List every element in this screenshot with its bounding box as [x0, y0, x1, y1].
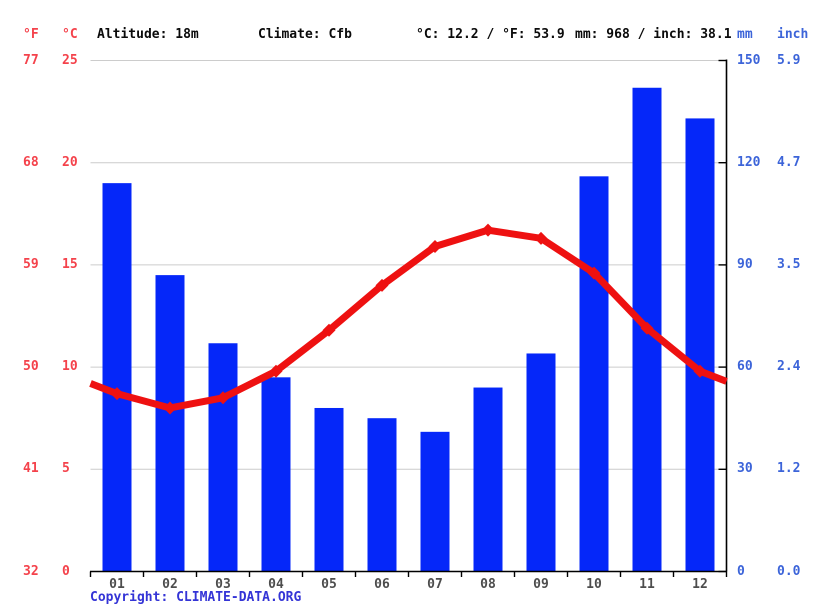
y-right-inch-tick-label: 5.9	[777, 53, 801, 68]
y-right-mm-tick-label: 90	[737, 257, 753, 272]
month-label: 03	[215, 577, 231, 592]
y-left-c-tick-label: 25	[62, 53, 78, 68]
temperature-point	[110, 387, 124, 401]
y-left-f-tick-label: 77	[23, 53, 39, 68]
precip-bar	[261, 377, 291, 572]
month-label: 07	[427, 577, 443, 592]
temperature-point	[322, 323, 336, 337]
y-left-c-tick-label: 15	[62, 257, 78, 272]
month-label: 06	[374, 577, 390, 592]
y-right-inch-tick-label: 0.0	[777, 564, 801, 579]
precip-bar	[685, 118, 715, 572]
temperature-point	[216, 391, 230, 405]
average-temperature-label: °C: 12.2 / °F: 53.9	[416, 27, 565, 42]
y-left-c-tick-label: 20	[62, 155, 78, 170]
temperature-point	[375, 278, 389, 292]
y-right-mm-tick-label: 120	[737, 155, 761, 170]
month-label: 01	[109, 577, 125, 592]
month-label: 11	[639, 577, 655, 592]
precip-bar	[526, 353, 556, 572]
temperature-point	[428, 240, 442, 254]
month-label: 08	[480, 577, 496, 592]
month-label: 12	[692, 577, 708, 592]
temperature-point	[163, 401, 177, 415]
y-left-c-tick-label: 5	[62, 461, 70, 476]
y-right-mm-tick-label: 0	[737, 564, 745, 579]
precip-bar	[155, 275, 185, 572]
month-label: 05	[321, 577, 337, 592]
celsius-unit-label: °C	[62, 27, 78, 42]
y-right-inch-tick-label: 2.4	[777, 359, 801, 374]
total-precipitation-label: mm: 968 / inch: 38.1	[575, 27, 732, 42]
precip-bar	[102, 183, 132, 572]
y-right-inch-tick-label: 4.7	[777, 155, 801, 170]
precip-bar	[420, 431, 450, 572]
month-label: 04	[268, 577, 284, 592]
y-left-f-tick-label: 59	[23, 257, 39, 272]
mm-unit-label: mm	[737, 27, 753, 42]
y-left-f-tick-label: 41	[23, 461, 39, 476]
temperature-point	[481, 223, 495, 237]
y-right-mm-tick-label: 60	[737, 359, 753, 374]
temperature-point	[587, 266, 601, 280]
y-left-c-tick-label: 0	[62, 564, 70, 579]
month-label: 02	[162, 577, 178, 592]
temperature-line	[89, 226, 728, 412]
temperature-point	[269, 364, 283, 378]
precip-bar	[367, 418, 397, 572]
y-left-f-tick-label: 68	[23, 155, 39, 170]
temperature-point	[693, 364, 707, 378]
y-left-f-tick-label: 32	[23, 564, 39, 579]
precip-bar	[208, 343, 238, 572]
temperature-point	[534, 231, 548, 245]
month-label: 09	[533, 577, 549, 592]
precip-bar	[473, 387, 503, 572]
y-right-mm-tick-label: 30	[737, 461, 753, 476]
y-right-mm-tick-label: 150	[737, 53, 761, 68]
y-left-f-tick-label: 50	[23, 359, 39, 374]
y-left-c-tick-label: 10	[62, 359, 78, 374]
copyright-link[interactable]: Copyright: CLIMATE-DATA.ORG	[90, 590, 302, 605]
climate-type-label: Climate: Cfb	[258, 27, 352, 42]
precip-bar	[579, 176, 609, 572]
y-right-inch-tick-label: 3.5	[777, 257, 801, 272]
fahrenheit-unit-label: °F	[23, 27, 39, 42]
month-label: 10	[586, 577, 602, 592]
inch-unit-label: inch	[777, 27, 809, 42]
temperature-point	[640, 321, 654, 335]
y-right-inch-tick-label: 1.2	[777, 461, 801, 476]
altitude-label: Altitude: 18m	[97, 27, 199, 42]
precip-bar	[314, 407, 344, 572]
